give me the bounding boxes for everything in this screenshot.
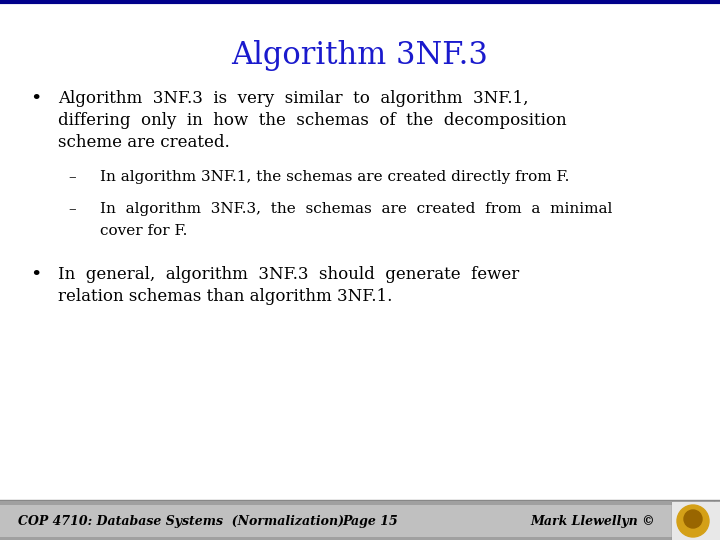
Text: COP 4710: Database Systems  (Normalization): COP 4710: Database Systems (Normalizatio…	[18, 515, 344, 528]
Bar	[0, 502, 720, 540]
Text: Mark Llewellyn ©: Mark Llewellyn ©	[531, 515, 655, 528]
Bar	[672, 502, 720, 540]
Circle shape	[677, 505, 709, 537]
Bar	[0, 501, 720, 505]
Text: –: –	[68, 170, 76, 184]
Text: scheme are created.: scheme are created.	[58, 134, 230, 151]
Text: Page 15: Page 15	[342, 515, 398, 528]
Text: In algorithm 3NF.1, the schemas are created directly from F.: In algorithm 3NF.1, the schemas are crea…	[100, 170, 570, 184]
Text: Algorithm 3NF.3: Algorithm 3NF.3	[232, 40, 488, 71]
Text: •: •	[30, 90, 41, 108]
Bar	[0, 537, 720, 540]
Text: •: •	[30, 266, 41, 284]
Text: –: –	[68, 202, 76, 216]
Text: differing  only  in  how  the  schemas  of  the  decomposition: differing only in how the schemas of the…	[58, 112, 567, 129]
Text: Algorithm  3NF.3  is  very  similar  to  algorithm  3NF.1,: Algorithm 3NF.3 is very similar to algor…	[58, 90, 528, 107]
Text: In  algorithm  3NF.3,  the  schemas  are  created  from  a  minimal: In algorithm 3NF.3, the schemas are crea…	[100, 202, 613, 216]
Text: relation schemas than algorithm 3NF.1.: relation schemas than algorithm 3NF.1.	[58, 288, 392, 305]
Circle shape	[684, 510, 702, 528]
Text: In  general,  algorithm  3NF.3  should  generate  fewer: In general, algorithm 3NF.3 should gener…	[58, 266, 519, 283]
Text: cover for F.: cover for F.	[100, 224, 187, 238]
